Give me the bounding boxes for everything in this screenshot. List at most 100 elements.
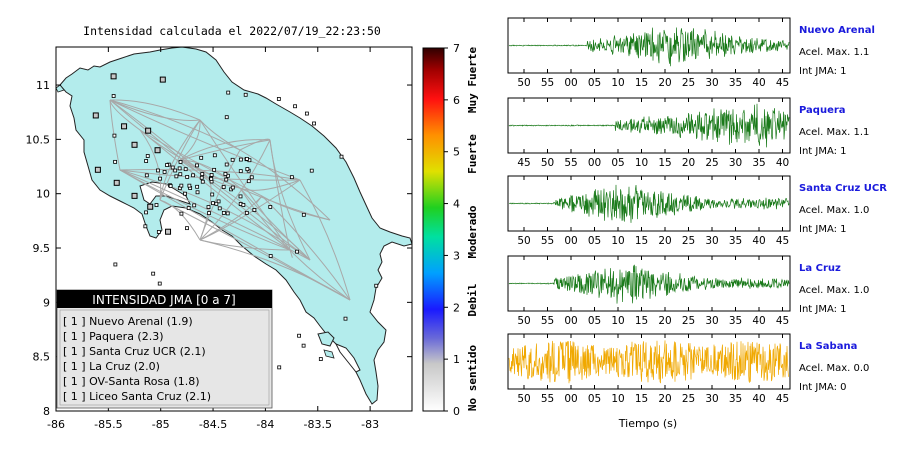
road <box>139 129 291 251</box>
road <box>289 249 293 258</box>
colorbar-label-muy-fuerte: Muy Fuerte <box>466 47 479 114</box>
station-name: La Sabana <box>799 341 857 352</box>
road <box>109 99 211 181</box>
station-marker <box>110 73 117 80</box>
station-dot <box>177 166 182 171</box>
station-dot <box>207 211 211 215</box>
road <box>199 139 271 241</box>
station-dot <box>268 254 273 258</box>
station-dot <box>277 365 282 370</box>
station-dot <box>374 283 379 288</box>
time-tick-label: 10 <box>611 235 624 247</box>
island <box>323 349 335 359</box>
legend-items: [ 1 ] Nuevo Arenal (1.9) [ 1 ] Paquera (2… <box>63 315 211 403</box>
time-tick-label: 10 <box>635 157 648 169</box>
station-dot <box>268 205 273 209</box>
lat-tick-label: 11 <box>36 79 50 92</box>
station-dot <box>212 153 217 158</box>
jma-intensity: Int JMA: 1 <box>799 224 847 235</box>
waveform-trace <box>508 103 790 148</box>
time-tick-label: 20 <box>658 77 671 89</box>
osa-peninsula <box>317 331 335 347</box>
road <box>269 139 291 251</box>
station-dot <box>200 172 205 176</box>
time-tick-label: 35 <box>729 393 742 405</box>
jma-intensity: Int JMA: 1 <box>799 66 847 77</box>
legend-item: [ 1 ] Santa Cruz UCR (2.1) <box>63 345 206 358</box>
time-tick-label: 05 <box>611 157 624 169</box>
station-marker <box>145 127 152 134</box>
lon-tick-label: -84 <box>256 418 274 431</box>
station-dot <box>144 173 149 178</box>
station-dot <box>245 167 250 171</box>
station-dot <box>216 199 221 204</box>
lat-tick-label: 8.5 <box>33 351 51 364</box>
max-acceleration: Acel. Max. 1.1 <box>799 127 869 138</box>
station-dot <box>144 210 148 215</box>
station-dot <box>154 203 159 207</box>
station-dot <box>297 333 301 338</box>
road-network <box>109 99 351 301</box>
road <box>119 168 301 181</box>
road <box>109 99 141 131</box>
colorbar-tick-label: 6 <box>453 94 460 107</box>
time-tick-label: 45 <box>776 77 789 89</box>
time-tick-label: 05 <box>588 393 601 405</box>
max-acceleration: Acel. Max. 0.0 <box>799 363 869 374</box>
time-tick-label: 25 <box>682 393 695 405</box>
station-marker <box>165 228 172 235</box>
station-marker <box>94 166 101 173</box>
max-acceleration: Acel. Max. 1.1 <box>799 47 869 58</box>
station-dot <box>318 357 323 361</box>
time-tick-label: 55 <box>541 315 554 327</box>
road <box>299 179 351 301</box>
colorbar-label-fuerte: Fuerte <box>466 134 479 174</box>
time-tick-label: 30 <box>705 315 718 327</box>
station-dot <box>214 201 219 206</box>
lat-tick-label: 9.5 <box>33 242 51 255</box>
station-dot <box>185 175 190 179</box>
station-dot <box>145 154 150 158</box>
station-marker <box>131 192 138 199</box>
station-dot <box>238 169 243 174</box>
station-dot <box>165 163 169 167</box>
station-name: Santa Cruz UCR <box>799 183 887 194</box>
legend-item: [ 1 ] Paquera (2.3) <box>63 330 164 343</box>
time-tick-label: 40 <box>752 393 765 405</box>
time-tick-label: 20 <box>658 315 671 327</box>
colorbar-gradient <box>422 47 445 412</box>
station-dot <box>289 175 294 180</box>
time-tick-label: 20 <box>682 157 695 169</box>
road <box>239 138 271 151</box>
time-tick-label: 25 <box>682 235 695 247</box>
time-tick-label: 15 <box>635 315 648 327</box>
legend-title: INTENSIDAD JMA [0 a 7] <box>92 293 235 307</box>
colorbar-tick-label: 2 <box>453 301 460 314</box>
station-dot <box>241 202 246 207</box>
time-tick-label: 30 <box>705 77 718 89</box>
road <box>109 99 201 121</box>
station-dot <box>186 206 191 210</box>
waveform-trace <box>508 27 790 67</box>
station-dot <box>113 262 118 267</box>
station-dot <box>223 172 228 176</box>
road <box>179 159 331 221</box>
time-tick-label: 35 <box>752 157 765 169</box>
jma-intensity: Int JMA: 0 <box>799 382 847 393</box>
island <box>56 84 65 93</box>
legend-item: [ 1 ] La Cruz (2.0) <box>63 360 160 373</box>
map-frame <box>55 46 413 412</box>
time-tick-label: 45 <box>776 393 789 405</box>
station-dot <box>187 183 192 188</box>
station-marker <box>154 147 161 154</box>
latitude-axis: 11 10.5 10 9.5 9 8.5 8 <box>26 79 412 418</box>
station-marker <box>147 203 154 210</box>
waveform-trace <box>508 184 790 223</box>
lon-tick-label: -84.5 <box>199 418 227 431</box>
small-station-markers <box>111 90 379 370</box>
station-dot <box>217 206 222 211</box>
waveform-panel: 50 55 00 05 10 15 20 25 30 35 40 45 La Sabana Acel. M… <box>507 333 869 405</box>
jma-intensity: Int JMA: 1 <box>799 304 847 315</box>
station-dot <box>295 249 299 254</box>
time-tick-label: 20 <box>658 393 671 405</box>
